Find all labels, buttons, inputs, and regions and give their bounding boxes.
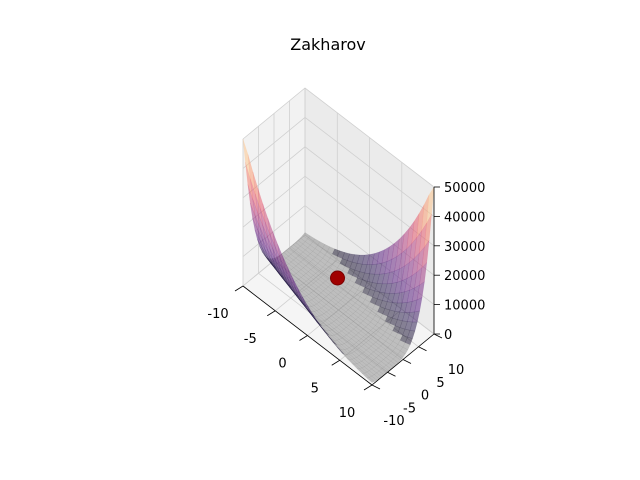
x-tick-mark — [331, 359, 340, 366]
surface-patch — [388, 360, 397, 368]
x-tick-label: -10 — [207, 307, 228, 322]
z-tick-label: 0 — [444, 328, 452, 343]
grid-line-z — [242, 87, 435, 188]
axis-lines — [234, 186, 443, 391]
tick-labels: -10-50510-10-505100100002000030000400005… — [207, 181, 485, 429]
y-tick-mark — [402, 359, 412, 364]
grid-line-z — [242, 116, 435, 217]
surface-patch — [400, 346, 409, 355]
surface-patch — [402, 342, 411, 351]
z-tick-label: 50000 — [444, 181, 485, 196]
surface-patch — [404, 336, 413, 346]
z-tick-label: 40000 — [444, 210, 485, 225]
z-tick-label: 30000 — [444, 240, 485, 255]
y-tick-mark — [387, 371, 396, 377]
y-tick-mark — [433, 333, 443, 339]
x-tick-label: -5 — [244, 332, 257, 347]
surface-patch — [392, 356, 401, 363]
x-tick-label: 5 — [311, 381, 319, 396]
y-tick-mark — [418, 346, 427, 352]
minimum-marker-layer — [330, 270, 345, 286]
y-tick-mark — [371, 384, 381, 390]
y-tick-label: -10 — [383, 414, 404, 429]
surface-patch — [371, 374, 380, 381]
x-tick-mark — [234, 285, 244, 292]
chart-title: Zakharov — [290, 35, 365, 54]
x-tick-mark — [363, 384, 373, 391]
surface-patch — [419, 262, 428, 286]
y-tick-label: -5 — [403, 401, 416, 416]
y-tick-label: 5 — [436, 376, 444, 391]
surface-patch — [397, 350, 406, 358]
y-tick-label: 0 — [421, 389, 429, 404]
y-tick-label: 10 — [448, 363, 465, 378]
x-tick-mark — [267, 310, 276, 317]
z-tick-label: 20000 — [444, 269, 485, 284]
surface — [242, 138, 435, 383]
surface-patch — [390, 358, 399, 366]
x-tick-label: 10 — [339, 406, 356, 421]
x-tick-label: 0 — [278, 357, 286, 372]
surface-patch — [366, 377, 375, 383]
minimum-marker — [330, 270, 345, 286]
x-tick-mark — [299, 335, 308, 341]
grid-line-z — [242, 146, 435, 247]
z-tick-label: 10000 — [444, 299, 485, 314]
